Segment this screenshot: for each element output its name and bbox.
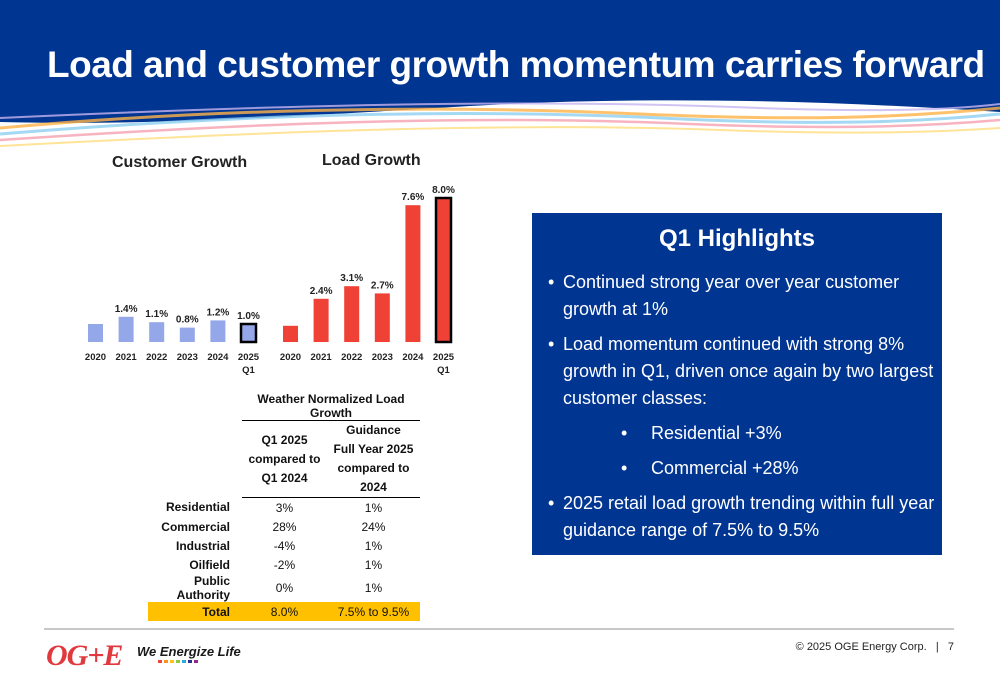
bar-customer-5 xyxy=(239,322,258,344)
footer-copyright: © 2025 OGE Energy Corp. | 7 xyxy=(795,641,954,653)
data-label: 1.4% xyxy=(115,304,138,315)
data-label: 1.2% xyxy=(207,307,230,318)
bar-customer-0 xyxy=(88,324,103,342)
data-label: 2.4% xyxy=(310,286,333,297)
header-banner: Load and customer growth momentum carrie… xyxy=(0,0,1000,150)
oge-logo: OG+E xyxy=(46,639,123,670)
highlights-title: Q1 Highlights xyxy=(659,225,815,252)
weather-normalized-table: Weather Normalized Load Growth Q1 2025 c… xyxy=(148,392,420,621)
table-row: Public Authority 0% 1% xyxy=(176,574,383,602)
bar-customer-1 xyxy=(118,316,134,342)
data-label: 1.0% xyxy=(237,311,260,322)
data-label: 1.1% xyxy=(145,309,168,320)
column-header-guidance: Guidance Full Year 2025 compared to 2024 xyxy=(326,420,420,498)
x-tick-label: 2020 xyxy=(85,352,106,363)
highlight-sub-bullet: • Commercial +28% xyxy=(548,455,936,482)
x-tick-label: 2021 xyxy=(116,352,138,363)
bar-customer-3 xyxy=(179,327,195,342)
x-tick-label: 2025 xyxy=(433,352,455,363)
x-tick-label: 2023 xyxy=(177,352,198,363)
bar-load-4 xyxy=(405,205,421,342)
tagline-dots-decoration xyxy=(158,660,198,663)
x-tick-label: 2022 xyxy=(146,352,167,363)
table-row: Commercial 28% 24% xyxy=(161,519,386,534)
bar-load-2 xyxy=(344,286,360,342)
bar-load-5 xyxy=(434,196,453,344)
tagline: We Energize Life xyxy=(137,644,241,659)
header-wave-graphic xyxy=(0,0,1000,150)
x-tick-label: Q1 xyxy=(242,365,255,376)
x-tick-label: 2021 xyxy=(311,352,333,363)
highlight-bullet: • Continued strong year over year custom… xyxy=(548,269,936,323)
bullet-dot-icon: • xyxy=(548,334,555,354)
bullet-dot-icon: • xyxy=(621,423,628,443)
x-tick-label: 2024 xyxy=(402,352,424,363)
bullet-dot-icon: • xyxy=(548,272,555,292)
table-row: Residential 3% 1% xyxy=(165,500,383,515)
table-total-row: Total 8.0% 7.5% to 9.5% xyxy=(148,602,420,621)
customer-growth-title: Customer Growth xyxy=(112,154,248,171)
slide-title: Load and customer growth momentum carrie… xyxy=(47,44,985,85)
highlight-bullet: • 2025 retail load growth trending withi… xyxy=(548,490,936,544)
bar-customer-4 xyxy=(210,320,226,342)
bar-load-0 xyxy=(283,325,298,342)
x-tick-label: 2020 xyxy=(280,352,301,363)
x-tick-label: 2025 xyxy=(238,352,260,363)
table-caption: Weather Normalized Load Growth xyxy=(242,392,420,421)
data-label: 2.7% xyxy=(371,280,394,291)
x-tick-label: 2022 xyxy=(341,352,362,363)
highlight-sub-bullet: • Residential +3% xyxy=(548,420,936,447)
x-tick-label: Q1 xyxy=(437,365,450,376)
bar-load-1 xyxy=(313,298,329,342)
bullet-dot-icon: • xyxy=(621,458,628,478)
load-growth-title: Load Growth xyxy=(322,152,421,169)
x-tick-label: 2023 xyxy=(372,352,393,363)
table-row: Oilfield -2% 1% xyxy=(189,557,383,572)
bullet-dot-icon: • xyxy=(548,493,555,513)
column-header-q1: Q1 2025 compared to Q1 2024 xyxy=(242,420,327,498)
highlight-bullet: • Load momentum continued with strong 8%… xyxy=(548,331,936,412)
footer-divider xyxy=(44,628,954,630)
bar-load-3 xyxy=(374,293,390,342)
table-row: Industrial -4% 1% xyxy=(175,538,383,553)
data-label: 3.1% xyxy=(340,273,363,284)
page-number: 7 xyxy=(947,641,954,653)
data-label: 7.6% xyxy=(402,192,425,203)
svg-text:OG+E: OG+E xyxy=(46,639,122,670)
x-tick-label: 2024 xyxy=(207,352,229,363)
highlights-box: Q1 Highlights • Continued strong year ov… xyxy=(532,213,942,555)
data-label: 8.0% xyxy=(432,185,455,196)
bar-customer-2 xyxy=(149,322,165,342)
growth-bar-chart: 2020 1.4% 2021 1.1% 2022 0.8% 2023 1.2% 2024 1.0%… xyxy=(85,185,455,376)
data-label: 0.8% xyxy=(176,315,199,326)
